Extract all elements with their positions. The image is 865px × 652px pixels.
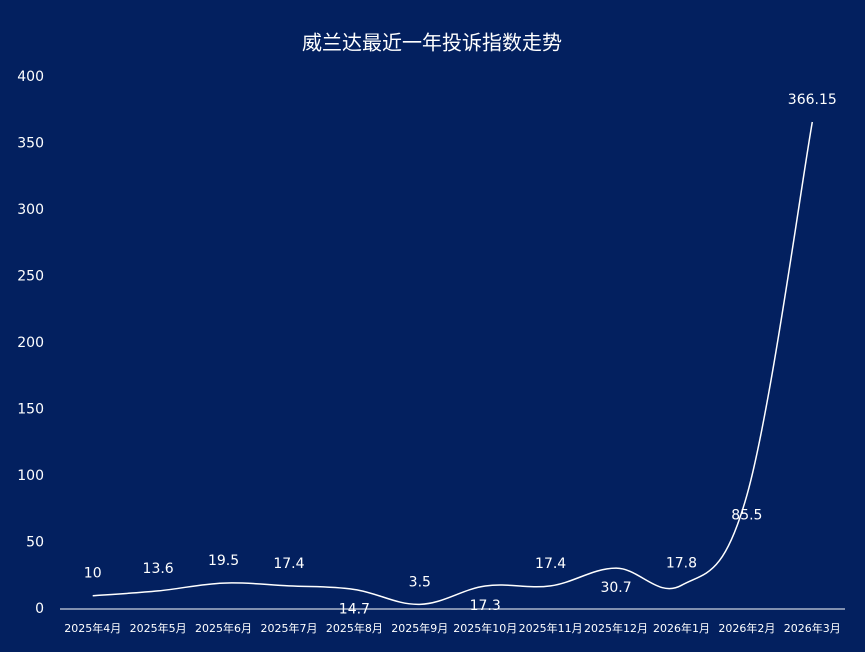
x-tick-label: 2025年5月	[130, 621, 187, 635]
chart-title: 威兰达最近一年投诉指数走势	[302, 31, 562, 55]
x-tick-label: 2025年12月	[584, 621, 648, 635]
y-tick-label: 150	[17, 402, 44, 418]
x-tick-label: 2026年1月	[653, 621, 710, 635]
value-label: 3.5	[409, 574, 431, 590]
x-tick-label: 2026年3月	[784, 621, 841, 635]
y-tick-label: 0	[35, 601, 44, 617]
value-label: 17.4	[535, 556, 566, 572]
x-tick-label: 2025年9月	[391, 621, 448, 635]
x-tick-label: 2025年11月	[519, 621, 583, 635]
y-tick-label: 100	[17, 468, 44, 484]
value-label: 10	[84, 566, 102, 582]
x-tick-label: 2025年4月	[64, 621, 121, 635]
value-label: 17.4	[273, 556, 304, 572]
value-label: 366.15	[788, 92, 837, 108]
value-label: 13.6	[143, 561, 174, 577]
x-tick-label: 2025年10月	[453, 621, 517, 635]
value-label: 14.7	[339, 601, 370, 617]
y-tick-label: 300	[17, 202, 44, 218]
value-label: 17.3	[470, 598, 501, 614]
line	[92, 121, 814, 606]
x-tick-label: 2025年8月	[326, 621, 383, 635]
y-tick-label: 400	[17, 69, 44, 85]
value-label: 30.7	[600, 580, 631, 596]
x-tick-label: 2025年6月	[195, 621, 252, 635]
value-label: 85.5	[731, 507, 762, 523]
x-tick-label: 2025年7月	[260, 621, 317, 635]
y-tick-label: 200	[17, 335, 44, 351]
value-label: 19.5	[208, 553, 239, 569]
y-tick-label: 350	[17, 136, 44, 152]
y-tick-label: 250	[17, 269, 44, 285]
x-tick-label: 2026年2月	[718, 621, 775, 635]
value-label: 17.8	[666, 555, 697, 571]
y-tick-label: 50	[26, 535, 44, 551]
